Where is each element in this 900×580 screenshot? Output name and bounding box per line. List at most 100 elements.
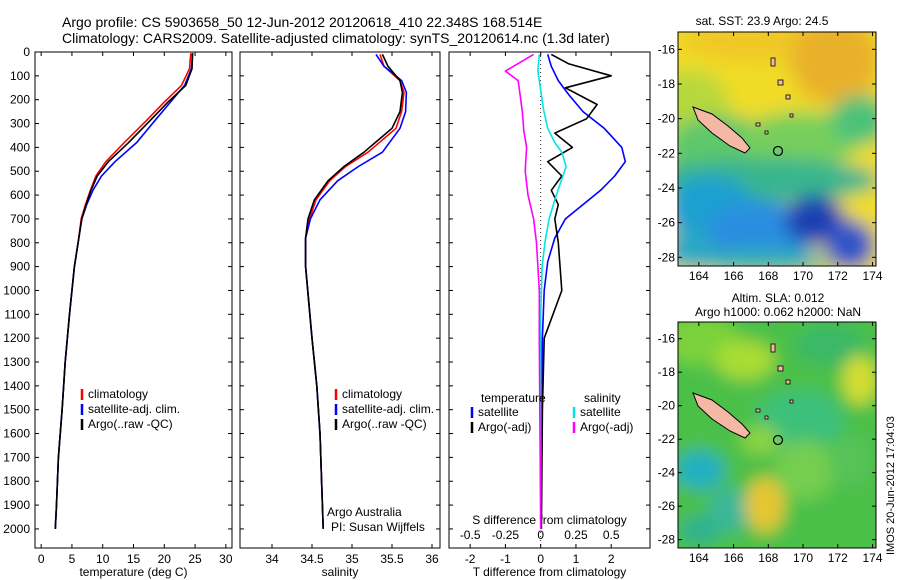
map-lat-label: -28 xyxy=(658,250,676,264)
map-lon-label: 164 xyxy=(689,551,709,565)
depth-tick-label: 200 xyxy=(10,93,30,107)
depth-tick-label: 1800 xyxy=(3,474,30,488)
depth-tick-label: 1300 xyxy=(3,355,30,369)
sst-map-site-marker xyxy=(772,145,784,157)
map-lon-label: 170 xyxy=(793,551,813,565)
salinity-plot-area xyxy=(239,51,441,549)
temperature-xtick-label: 5 xyxy=(69,552,76,566)
differences-xlabel: T difference from climatology xyxy=(473,565,627,579)
legend-header-temperature: temperature xyxy=(481,391,546,405)
credit-org: Argo Australia xyxy=(327,505,402,519)
map-lat-label: -26 xyxy=(658,499,676,513)
sla-map-title: Altim. SLA: 0.012 xyxy=(732,291,825,305)
differences-xtick-label: -2 xyxy=(465,552,476,566)
map-lat-label: -22 xyxy=(658,146,676,160)
depth-tick-label: 300 xyxy=(10,117,30,131)
figure-title: Argo profile: CS 5903658_50 12-Jun-2012 … xyxy=(62,14,542,30)
legend-header-salinity: salinity xyxy=(584,391,621,405)
difference-xlabel-top: S difference from climatology xyxy=(472,513,627,527)
temperature-legend-label: satellite-adj. clim. xyxy=(88,402,180,416)
map-lat-label: -24 xyxy=(658,181,676,195)
temperature-legend-label: Argo(..raw -QC) xyxy=(88,417,173,431)
sst-map-axes: 164 166 168 170 172 174 -16 -18 -20 -22 -24 -26 -28 xyxy=(658,32,883,283)
temperature-xtick-label: 10 xyxy=(96,552,110,566)
sla-map-site-marker xyxy=(772,434,784,446)
depth-tick-label: 500 xyxy=(10,164,30,178)
map-lon-label: 168 xyxy=(758,269,778,283)
map-lon-label: 172 xyxy=(828,269,848,283)
map-lon-label: 166 xyxy=(724,551,744,565)
differences-series-line xyxy=(540,54,627,529)
temperature-plot-area xyxy=(34,51,233,549)
salinity-series-line xyxy=(304,54,404,529)
map-lat-label: -18 xyxy=(658,365,676,379)
temperature-panel: 0100200300400500600700800900100011001200… xyxy=(3,45,233,579)
depth-tick-label: 800 xyxy=(10,236,30,250)
credit-pi: PI: Susan Wijffels xyxy=(331,520,425,534)
salinity-xtick-label: 34 xyxy=(265,552,279,566)
differences-series-line xyxy=(540,53,613,529)
salinity-diff-tick-label: -0.5 xyxy=(460,528,481,542)
depth-tick-label: 700 xyxy=(10,212,30,226)
salinity-xtick-label: 36 xyxy=(425,552,439,566)
depth-tick-label: 1700 xyxy=(3,450,30,464)
salinity-panel: 34 34.5 35 35.5 36 salinity climatologysatelli… xyxy=(239,51,441,579)
sla-map-land xyxy=(692,343,794,439)
sla-map-axes: 164 166 168 170 172 174 -16 -18 -20 -22 -24 -26 -28 xyxy=(658,322,883,565)
depth-tick-label: 1200 xyxy=(3,331,30,345)
depth-tick-label: 100 xyxy=(10,69,30,83)
differences-series-line xyxy=(504,53,542,529)
temperature-xtick-label: 30 xyxy=(219,552,233,566)
salinity-legend-label: climatology xyxy=(342,387,402,401)
temperature-xtick-label: 20 xyxy=(158,552,172,566)
map-lon-label: 174 xyxy=(863,551,883,565)
difference-legend-label: Argo(-adj) xyxy=(478,420,531,434)
temperature-xlabel: temperature (deg C) xyxy=(79,565,187,579)
map-lat-label: -16 xyxy=(658,42,676,56)
difference-legend-label: Argo(-adj) xyxy=(580,420,633,434)
sla-map-subtitle: Argo h1000: 0.062 h2000: NaN xyxy=(695,305,861,319)
differences-xtick-label: 0 xyxy=(537,552,544,566)
sst-map-land xyxy=(692,57,794,154)
differences-plot-area xyxy=(448,51,651,549)
salinity-diff-tick-label: 0 xyxy=(537,528,544,542)
map-lon-label: 174 xyxy=(863,269,883,283)
difference-legend-label: satellite xyxy=(478,405,519,419)
depth-tick-label: 400 xyxy=(10,140,30,154)
salinity-legend-label: Argo(..raw -QC) xyxy=(342,417,427,431)
imos-watermark: IMOS 20-Jun-2012 17:04:03 xyxy=(885,416,897,555)
temperature-xtick-label: 15 xyxy=(127,552,141,566)
map-lon-label: 168 xyxy=(758,551,778,565)
depth-tick-label: 2000 xyxy=(3,522,30,536)
map-lat-label: -18 xyxy=(658,77,676,91)
map-lat-label: -20 xyxy=(658,112,676,126)
map-lat-label: -22 xyxy=(658,432,676,446)
map-lat-label: -16 xyxy=(658,332,676,346)
temperature-series-line xyxy=(54,53,194,529)
differences-xtick-label: 2 xyxy=(608,552,615,566)
salinity-legend-label: satellite-adj. clim. xyxy=(342,402,434,416)
salinity-xtick-label: 34.5 xyxy=(300,552,324,566)
depth-tick-label: 1400 xyxy=(3,379,30,393)
depth-tick-label: 1500 xyxy=(3,403,30,417)
map-lon-label: 172 xyxy=(828,551,848,565)
salinity-diff-tick-label: 0.25 xyxy=(564,528,588,542)
sla-map-field xyxy=(678,322,876,548)
temperature-xtick-label: 25 xyxy=(188,552,202,566)
temperature-xtick-label: 0 xyxy=(38,552,45,566)
map-lat-label: -20 xyxy=(658,399,676,413)
depth-tick-label: 1900 xyxy=(3,498,30,512)
map-lon-label: 170 xyxy=(793,269,813,283)
map-lat-label: -28 xyxy=(658,533,676,547)
temperature-legend-label: climatology xyxy=(88,387,148,401)
depth-tick-label: 900 xyxy=(10,260,30,274)
map-lat-label: -24 xyxy=(658,466,676,480)
map-lon-label: 166 xyxy=(724,269,744,283)
sla-map: Altim. SLA: 0.012 Argo h1000: 0.062 h200… xyxy=(658,291,883,565)
map-lon-label: 164 xyxy=(689,269,709,283)
differences-xtick-label: -1 xyxy=(500,552,511,566)
salinity-xtick-label: 35.5 xyxy=(380,552,404,566)
salinity-xtick-label: 35 xyxy=(345,552,359,566)
difference-legend-label: satellite xyxy=(580,405,621,419)
sst-map-title: sat. SST: 23.9 Argo: 24.5 xyxy=(696,14,829,28)
